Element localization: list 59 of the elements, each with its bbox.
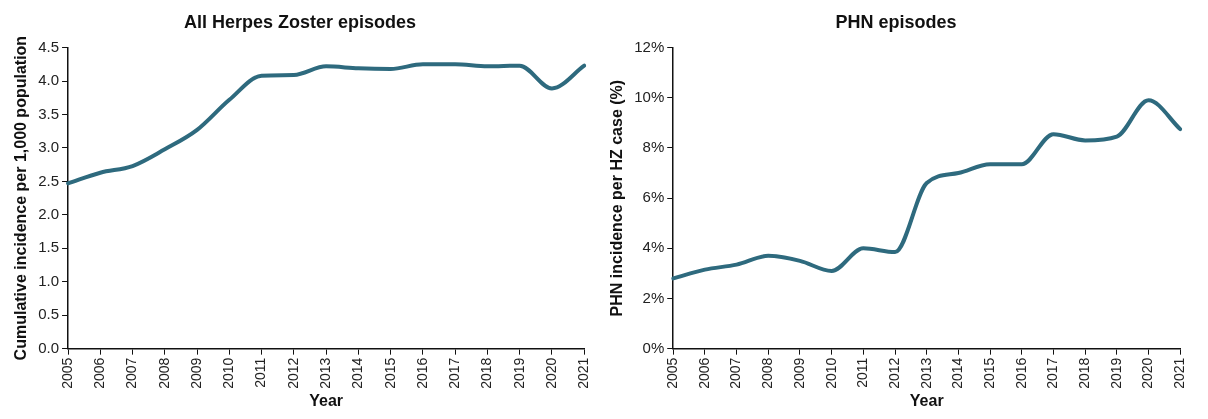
y-tick-label: 0% bbox=[642, 338, 665, 356]
y-axis-title: PHN incidence per HZ case (%) bbox=[608, 79, 626, 317]
x-tick-label: 2008 bbox=[155, 357, 172, 389]
x-tick-label: 2012 bbox=[885, 357, 902, 389]
x-tick-label: 2005 bbox=[664, 357, 681, 389]
x-tick-label: 2015 bbox=[980, 357, 997, 389]
x-tick-label: 2019 bbox=[1107, 357, 1124, 389]
x-tick-label: 2007 bbox=[727, 357, 744, 389]
x-tick-label: 2019 bbox=[510, 357, 527, 389]
x-tick-label: 2014 bbox=[349, 357, 366, 389]
y-tick-label: 2.5 bbox=[38, 171, 60, 189]
x-axis-title: Year bbox=[909, 391, 944, 409]
x-tick-label: 2017 bbox=[446, 357, 463, 389]
x-tick-label: 2012 bbox=[284, 357, 301, 389]
x-tick-label: 2006 bbox=[695, 357, 712, 389]
line-series bbox=[671, 98, 1183, 281]
y-tick-label: 0.0 bbox=[38, 338, 60, 356]
x-tick-label: 2007 bbox=[123, 357, 140, 389]
y-tick-label: 1.5 bbox=[38, 238, 60, 256]
y-tick-label: 1.0 bbox=[38, 271, 60, 289]
x-tick-label: 2005 bbox=[58, 357, 75, 389]
y-tick-label: 8% bbox=[642, 138, 665, 156]
x-tick-label: 2009 bbox=[187, 357, 204, 389]
y-tick-label: 0.5 bbox=[38, 305, 60, 323]
y-tick-label: 4% bbox=[642, 238, 665, 256]
x-tick-label: 2008 bbox=[759, 357, 776, 389]
x-tick-label: 2011 bbox=[854, 357, 871, 388]
y-tick-label: 4.0 bbox=[38, 71, 60, 89]
x-tick-label: 2011 bbox=[252, 357, 269, 388]
x-tick-label: 2016 bbox=[1012, 357, 1029, 389]
x-tick-label: 2013 bbox=[917, 357, 934, 389]
x-tick-label: 2016 bbox=[413, 357, 430, 389]
x-tick-label: 2010 bbox=[220, 357, 237, 389]
y-tick-label: 6% bbox=[642, 188, 665, 206]
x-tick-label: 2006 bbox=[91, 357, 108, 389]
x-tick-label: 2021 bbox=[575, 357, 592, 389]
x-tick-label: 2020 bbox=[542, 357, 559, 389]
x-tick-label: 2014 bbox=[949, 357, 966, 389]
line-series bbox=[66, 62, 587, 186]
x-tick-label: 2018 bbox=[1076, 357, 1092, 389]
y-tick-label: 10% bbox=[634, 87, 665, 105]
y-tick-label: 3.0 bbox=[38, 138, 60, 156]
x-tick-label: 2021 bbox=[1171, 357, 1188, 389]
x-tick-label: 2009 bbox=[790, 357, 807, 389]
y-tick-label: 12% bbox=[634, 37, 665, 55]
x-tick-label: 2015 bbox=[381, 357, 398, 389]
x-tick-label: 2020 bbox=[1139, 357, 1156, 389]
x-axis-title: Year bbox=[309, 391, 344, 409]
x-tick-label: 2013 bbox=[316, 357, 333, 389]
y-axis-title: Cumulative incidence per 1,000 population bbox=[12, 35, 30, 361]
y-tick-label: 3.5 bbox=[38, 104, 60, 122]
y-tick-label: 4.5 bbox=[38, 37, 60, 55]
y-tick-label: 2% bbox=[642, 288, 665, 306]
chart-title: All Herpes Zoster episodes bbox=[183, 11, 417, 32]
x-tick-label: 2010 bbox=[822, 357, 839, 389]
x-tick-label: 2017 bbox=[1044, 357, 1061, 389]
x-tick-label: 2018 bbox=[478, 357, 495, 389]
chart-title: PHN episodes bbox=[835, 11, 957, 32]
y-tick-label: 2.0 bbox=[38, 204, 60, 222]
